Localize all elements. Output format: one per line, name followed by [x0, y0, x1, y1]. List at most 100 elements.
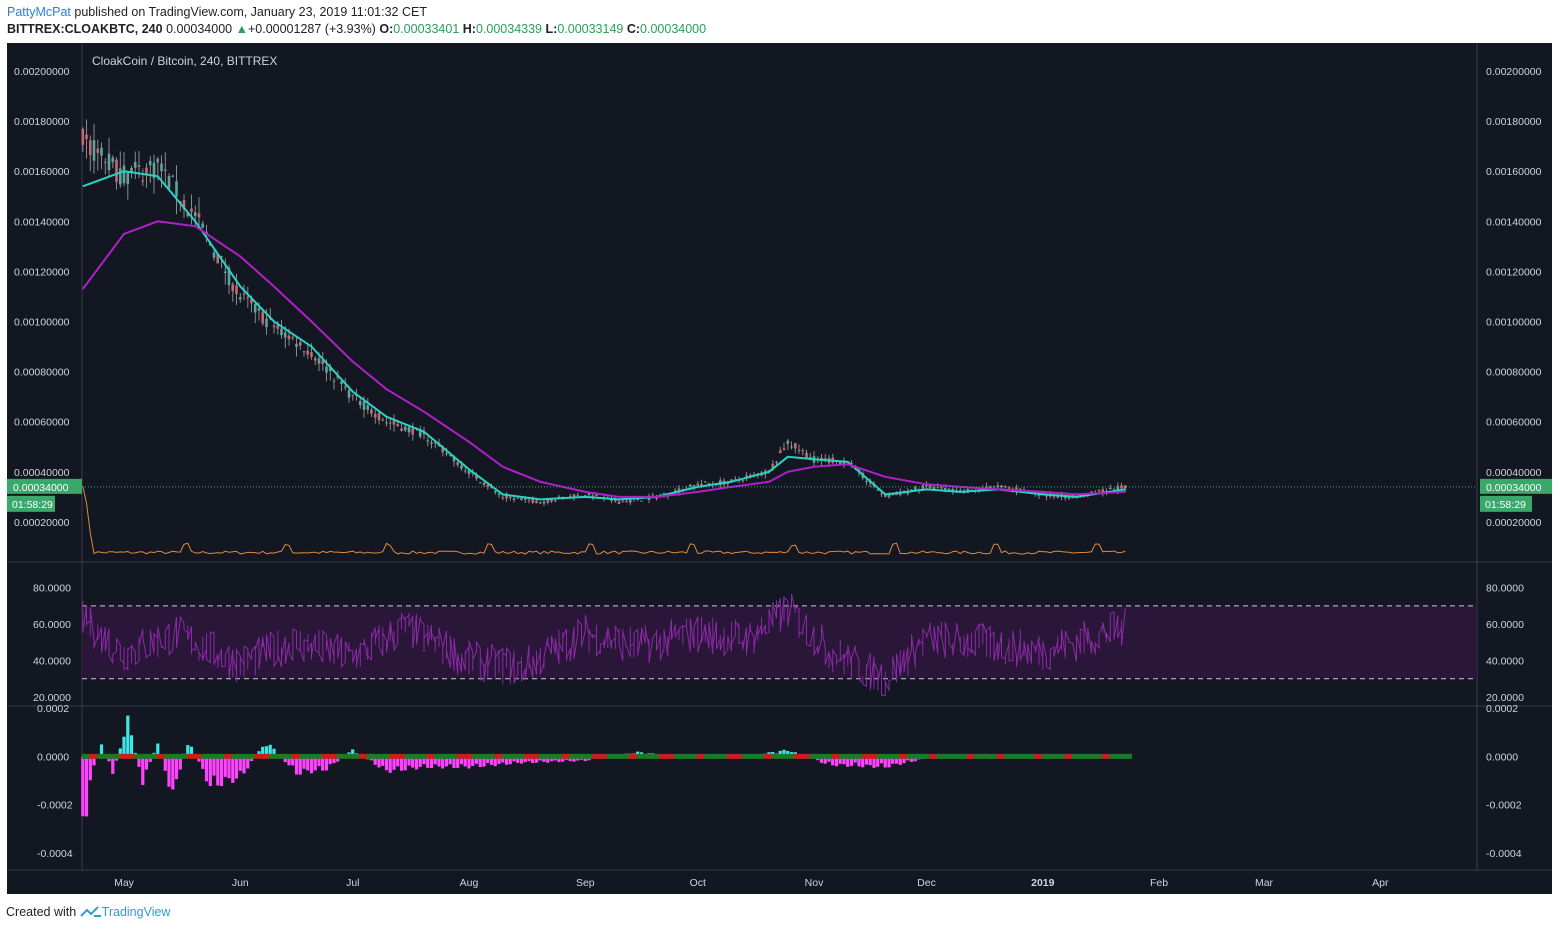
macd-histogram-bar: [876, 756, 880, 767]
time-axis-label: Aug: [460, 877, 479, 889]
macd-histogram-bar: [144, 756, 149, 770]
macd-signal-segment: [96, 753, 105, 759]
macd-histogram-bar: [557, 756, 561, 763]
macd-signal-segment: [104, 753, 112, 759]
macd-histogram-bar: [838, 756, 842, 764]
macd-axis-tick-left: -0.0002: [37, 800, 73, 812]
macd-signal-segment: [1049, 753, 1057, 759]
macd-signal-segment: [674, 753, 682, 759]
macd-histogram-bar: [84, 756, 89, 817]
candle-body: [302, 351, 306, 353]
macd-histogram-bar: [227, 756, 231, 779]
macd-histogram-bar: [831, 756, 835, 766]
candle-body: [700, 484, 703, 485]
macd-signal-segment: [876, 753, 885, 759]
macd-signal-segment: [471, 753, 480, 759]
candle-body: [336, 375, 339, 378]
macd-signal-segment: [291, 753, 300, 759]
macd-signal-segment: [681, 753, 690, 759]
footer: Created with TradingView: [6, 905, 170, 919]
candle-body: [490, 487, 493, 489]
candle-body: [197, 213, 201, 218]
macd-signal-segment: [989, 753, 997, 759]
time-axis[interactable]: May Jun Jul Aug Sep Oct Nov Dec 2019 Feb Mar Apr: [114, 877, 1389, 889]
candle-body: [891, 494, 895, 496]
macd-signal-segment: [419, 753, 427, 759]
time-axis-label: Jun: [232, 877, 249, 889]
macd-signal-segment: [119, 753, 127, 759]
macd-signal-segment: [494, 753, 502, 759]
candle-body: [126, 172, 130, 185]
candle-body: [782, 448, 786, 450]
macd-histogram-bar: [291, 756, 295, 766]
candle-body: [493, 491, 497, 493]
macd-histogram-bar: [909, 756, 914, 762]
macd-histogram-bar: [471, 756, 475, 766]
macd-histogram-bar: [414, 756, 419, 770]
author-link[interactable]: PattyMcPat: [7, 5, 71, 19]
candle-body: [152, 162, 156, 179]
macd-histogram-bar: [879, 756, 884, 764]
macd-signal-segment: [1011, 753, 1020, 759]
macd-histogram-bar: [328, 756, 332, 765]
macd-histogram-bar: [523, 756, 527, 763]
macd-histogram-bar: [294, 756, 299, 775]
macd-histogram-bar: [163, 756, 167, 771]
macd-signal-segment: [839, 753, 847, 759]
macd-signal-segment: [719, 753, 727, 759]
macd-signal-segment: [614, 753, 622, 759]
macd-signal-segment: [974, 753, 982, 759]
candle-body: [944, 488, 947, 490]
candle-body: [115, 159, 118, 182]
macd-signal-segment: [254, 753, 262, 759]
candle-body: [235, 285, 238, 294]
macd-signal-segment: [299, 753, 307, 759]
macd-signal-segment: [809, 753, 817, 759]
macd-signal-segment: [644, 753, 652, 759]
symbol-line: BITTREX:CLOAKBTC, 240 0.00034000 ▲+0.000…: [7, 22, 706, 36]
macd-histogram-bar: [261, 746, 265, 757]
price-axis-tick-left: 0.00020000: [14, 517, 70, 529]
candle-body: [662, 493, 666, 495]
macd-signal-segment: [366, 753, 375, 759]
macd-signal-segment: [1124, 753, 1132, 759]
macd-histogram-bar: [302, 756, 306, 769]
macd-histogram-bar: [407, 756, 411, 766]
macd-signal-segment: [359, 753, 367, 759]
rsi-axis-tick-left: 20.0000: [33, 692, 71, 704]
chart-title: CloakCoin / Bitcoin, 240, BITTREX: [92, 54, 277, 68]
macd-pane[interactable]: 0.0002 0.0002 0.0000 0.0000 -0.0002 -0.0002 -0…: [7, 703, 1552, 871]
publisher-line: PattyMcPat published on TradingView.com,…: [7, 5, 427, 19]
candle-body: [542, 501, 546, 504]
candle-body: [441, 447, 444, 453]
rsi-line: [82, 593, 1126, 697]
rsi-pane[interactable]: 80.0000 80.0000 60.0000 60.0000 40.0000 40.00…: [7, 583, 1552, 707]
candle-body: [306, 350, 309, 355]
macd-histogram-bar: [189, 746, 194, 757]
candle-body: [400, 428, 403, 431]
candle-body: [96, 148, 100, 153]
macd-signal-segment: [269, 753, 277, 759]
tradingview-link[interactable]: TradingView: [101, 905, 171, 919]
candle-body: [253, 304, 257, 313]
macd-signal-segment: [591, 753, 600, 759]
macd-signal-segment: [344, 753, 352, 759]
macd-signal-segment: [156, 753, 165, 759]
macd-histogram-bar: [482, 756, 486, 767]
candle-body: [1037, 495, 1041, 497]
macd-signal-segment: [486, 753, 495, 759]
macd-histogram-bar: [392, 756, 396, 770]
candle-body: [343, 386, 347, 388]
macd-histogram-bar: [497, 756, 501, 764]
macd-signal-segment: [854, 753, 862, 759]
candle-body: [340, 381, 343, 384]
candle-body: [392, 420, 396, 425]
price-pane[interactable]: 0.00200000 0.00200000 0.00180000 0.00180000…: [7, 43, 1552, 870]
candle-body: [1056, 495, 1060, 498]
macd-histogram-bar: [546, 756, 550, 763]
candle-body: [865, 480, 868, 482]
macd-signal-segment: [816, 753, 825, 759]
macd-signal-segment: [351, 753, 360, 759]
macd-histogram-bar: [388, 756, 392, 773]
